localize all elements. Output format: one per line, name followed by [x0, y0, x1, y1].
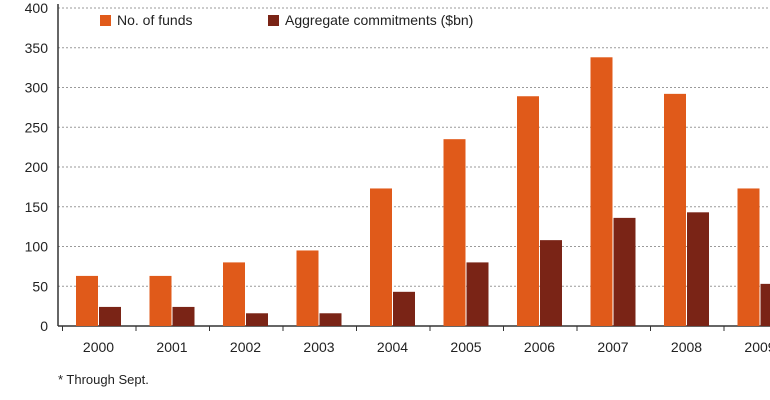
- bar-aggregate-commitments: [99, 306, 121, 326]
- bar-aggregate-commitments: [393, 291, 415, 326]
- y-tick-label: 50: [32, 278, 48, 294]
- legend-label-aggregate-commitments: Aggregate commitments ($bn): [285, 12, 473, 28]
- footnote: * Through Sept.: [58, 372, 149, 387]
- y-tick-label: 150: [25, 199, 49, 215]
- bar-no-of-funds: [590, 57, 613, 326]
- bar-no-of-funds: [370, 188, 392, 326]
- bar-aggregate-commitments: [687, 212, 709, 326]
- bar-aggregate-commitments: [172, 306, 195, 326]
- bar-no-of-funds: [517, 96, 539, 327]
- bar-aggregate-commitments: [760, 283, 770, 326]
- y-tick-label: 100: [25, 239, 49, 255]
- bar-aggregate-commitments: [246, 313, 268, 326]
- x-tick-label: 2006: [524, 339, 555, 355]
- bar-no-of-funds: [664, 93, 686, 326]
- x-tick-label: 2000: [83, 339, 114, 355]
- y-tick-label: 200: [25, 159, 49, 175]
- bar-no-of-funds: [76, 275, 98, 326]
- bar-aggregate-commitments: [466, 262, 489, 326]
- y-tick-label: 350: [25, 40, 49, 56]
- legend-swatch-no-of-funds: [100, 15, 111, 26]
- x-tick-label: 2008: [671, 339, 702, 355]
- legend-swatch-aggregate-commitments: [268, 15, 279, 26]
- y-tick-label: 300: [25, 80, 49, 96]
- bar-aggregate-commitments: [319, 313, 342, 326]
- bar-aggregate-commitments: [540, 240, 562, 326]
- bar-no-of-funds: [737, 188, 760, 326]
- x-tick-label: 2007: [597, 339, 628, 355]
- y-tick-label: 0: [40, 318, 48, 334]
- bar-no-of-funds: [443, 139, 466, 326]
- x-tick-label: 2003: [303, 339, 334, 355]
- bar-no-of-funds: [149, 275, 172, 326]
- x-tick-label: 2004: [377, 339, 408, 355]
- legend-label-no-of-funds: No. of funds: [117, 12, 193, 28]
- x-tick-label: 2002: [230, 339, 261, 355]
- bar-aggregate-commitments: [613, 217, 636, 326]
- y-tick-label: 250: [25, 119, 49, 135]
- bar-no-of-funds: [296, 250, 319, 326]
- y-tick-label: 400: [25, 0, 49, 16]
- bar-no-of-funds: [223, 262, 245, 326]
- x-tick-label: 2005: [450, 339, 481, 355]
- x-tick-label: 2009: [744, 339, 770, 355]
- x-tick-label: 2001: [156, 339, 187, 355]
